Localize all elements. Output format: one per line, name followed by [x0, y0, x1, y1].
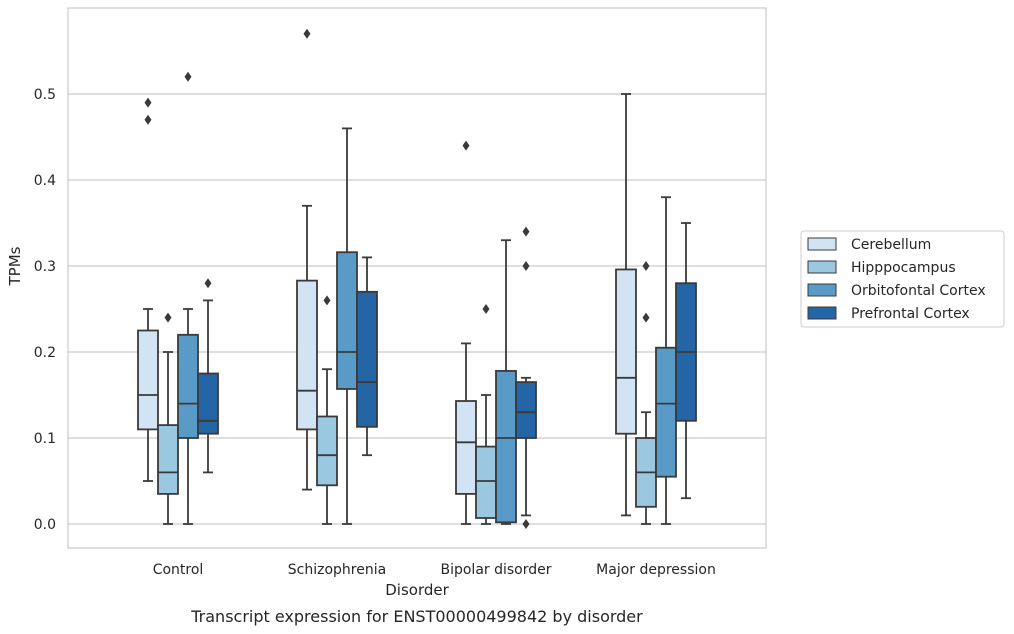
x-tick-label: Schizophrenia — [288, 562, 386, 578]
x-axis-label: Disorder — [385, 581, 449, 599]
x-tick-label: Bipolar disorder — [440, 562, 551, 578]
y-tick-label: 0.1 — [34, 431, 56, 447]
legend-swatch — [807, 260, 837, 274]
plot-frame — [67, 7, 767, 549]
box-prefrontal-cortex-3 — [675, 222, 697, 500]
box-hipppocampus-0 — [157, 312, 179, 525]
box-body — [475, 445, 497, 519]
y-tick-label: 0.5 — [34, 87, 56, 103]
box-body — [615, 268, 637, 435]
legend-swatch — [807, 237, 837, 251]
outlier-point — [522, 226, 530, 237]
box-body — [336, 251, 358, 390]
legend-frame — [800, 230, 1005, 328]
y-tick-label: 0.2 — [34, 345, 56, 361]
box-prefrontal-cortex-2 — [515, 226, 537, 529]
legend-swatch — [807, 306, 837, 320]
legend-swatch — [807, 283, 837, 297]
y-axis-label: TPMs — [6, 246, 24, 286]
legend-label: Orbitofontal Cortex — [851, 283, 986, 299]
box-cerebellum-2 — [455, 140, 477, 525]
box-prefrontal-cortex-1 — [356, 256, 378, 457]
box-hipppocampus-2 — [475, 304, 497, 525]
outlier-point — [462, 140, 470, 151]
legend-label: Prefrontal Cortex — [851, 306, 970, 322]
x-tick-label: Control — [153, 562, 204, 578]
outlier-point — [482, 304, 490, 314]
legend: Cerebellum Hipppocampus Orbitofontal Corte… — [800, 230, 1005, 328]
outlier-point — [144, 97, 152, 108]
x-tick-labels: Control Schizophrenia Bipolar disorder Majo… — [153, 562, 716, 578]
y-tick-labels: 0.0 0.1 0.2 0.3 0.4 0.5 — [34, 87, 56, 533]
box-body — [157, 424, 179, 495]
box-orbitofontal-cortex-0 — [177, 71, 199, 525]
box-cerebellum-0 — [137, 97, 159, 482]
outlier-point — [642, 261, 650, 271]
box-orbitofontal-cortex-2 — [495, 239, 517, 525]
outlier-point — [522, 261, 530, 271]
boxes — [137, 28, 697, 529]
chart-caption: Transcript expression for ENST0000049984… — [190, 607, 643, 626]
box-body — [177, 333, 199, 439]
box-body — [455, 400, 477, 495]
outlier-point — [144, 114, 152, 125]
box-body — [197, 372, 219, 435]
box-hipppocampus-3 — [635, 261, 657, 525]
box-cerebellum-3 — [615, 93, 637, 517]
box-body — [515, 381, 537, 439]
outlier-point — [184, 71, 192, 82]
legend-label: Cerebellum — [851, 237, 931, 253]
box-body — [356, 290, 378, 428]
box-orbitofontal-cortex-3 — [655, 196, 677, 525]
box-body — [137, 329, 159, 431]
outlier-point — [323, 295, 331, 306]
box-body — [316, 415, 338, 487]
legend-label: Hipppocampus — [851, 260, 956, 276]
box-hipppocampus-1 — [316, 295, 338, 525]
y-tick-label: 0.0 — [34, 517, 56, 533]
x-tick-label: Major depression — [596, 562, 716, 578]
outlier-point — [303, 28, 311, 39]
box-body — [655, 346, 677, 478]
box-body — [296, 279, 318, 431]
outlier-point — [164, 312, 172, 323]
box-orbitofontal-cortex-1 — [336, 127, 358, 525]
y-tick-label: 0.3 — [34, 259, 56, 275]
outlier-point — [522, 519, 530, 529]
outlier-point — [642, 312, 650, 323]
box-prefrontal-cortex-0 — [197, 278, 219, 474]
y-tick-label: 0.4 — [34, 173, 56, 189]
box-body — [495, 370, 517, 524]
outlier-point — [204, 278, 212, 289]
box-cerebellum-1 — [296, 28, 318, 491]
